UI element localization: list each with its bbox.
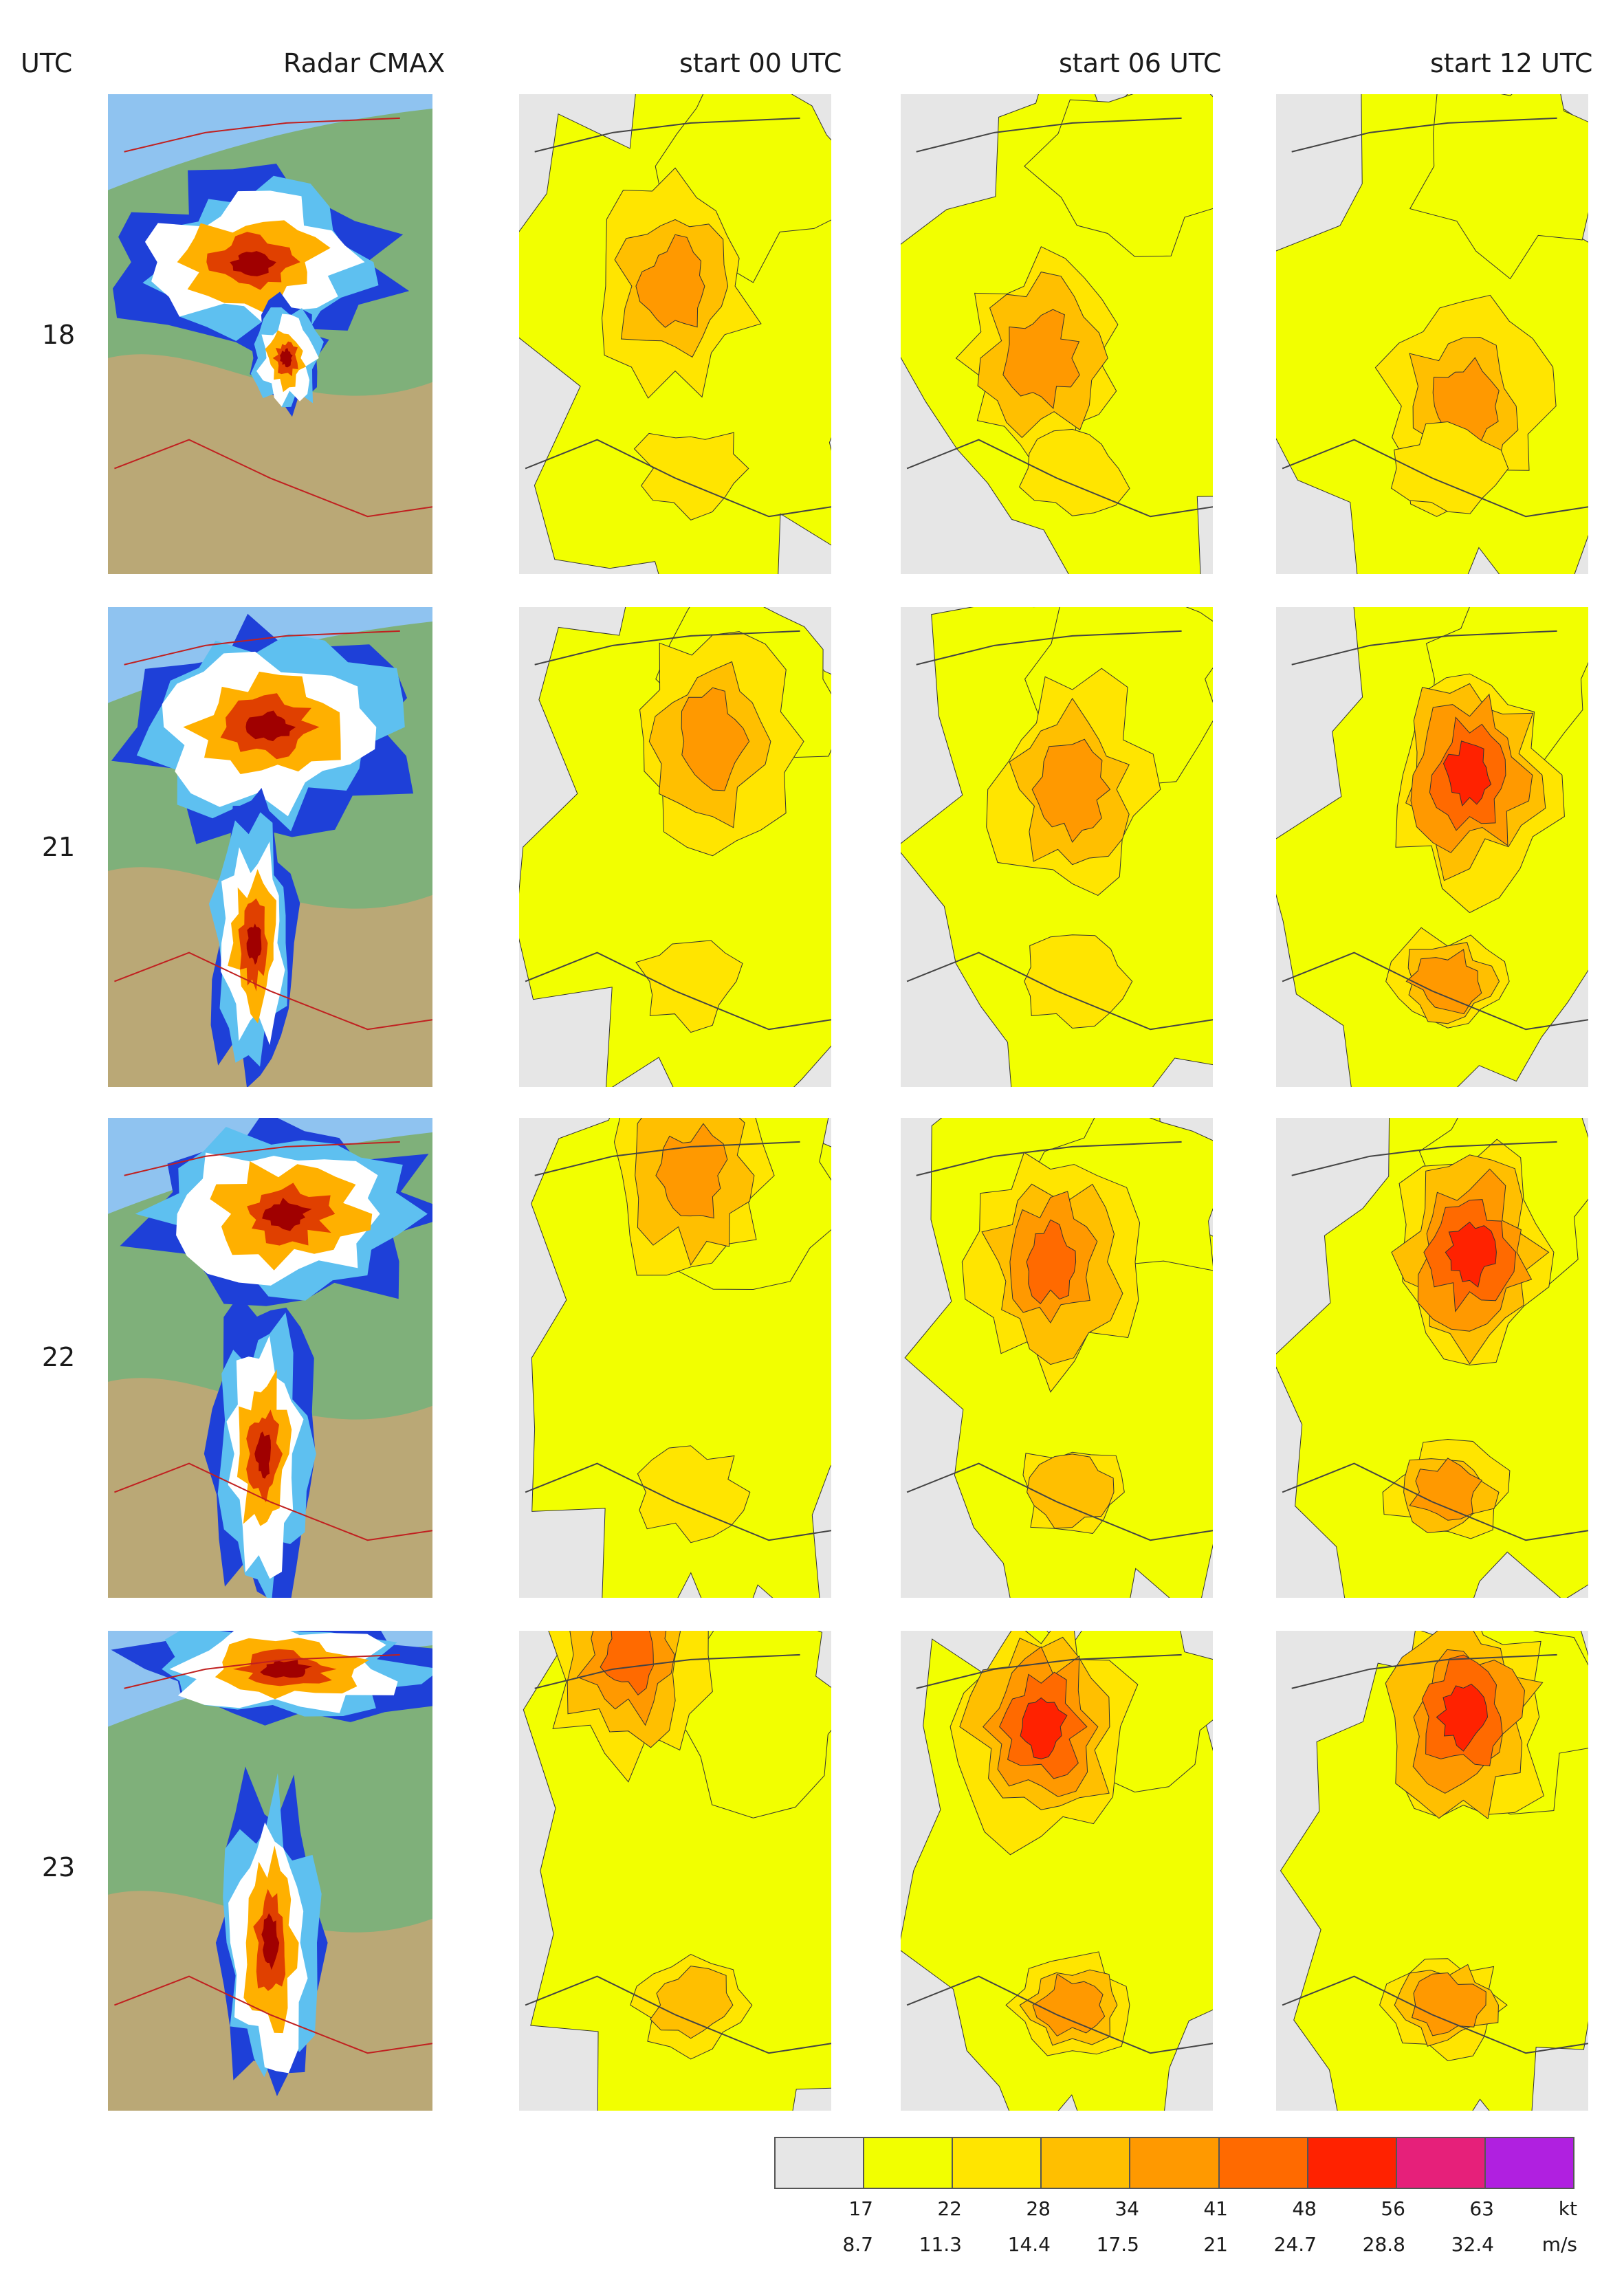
radar-cmax-header: Radar CMAX xyxy=(283,48,446,78)
legend-kt-1: 22 xyxy=(937,2197,962,2220)
wind-gust-legend-bar xyxy=(774,2137,1574,2189)
gust-forecast-map-start00-18 xyxy=(519,94,831,574)
legend-swatch-6 xyxy=(1308,2138,1397,2188)
legend-swatch-5 xyxy=(1219,2138,1308,2188)
legend-swatch-0 xyxy=(776,2138,865,2188)
legend-swatch-4 xyxy=(1130,2138,1220,2188)
legend-kt-3: 34 xyxy=(1115,2197,1139,2220)
legend-swatch-8 xyxy=(1485,2138,1573,2188)
legend-kt-5: 48 xyxy=(1292,2197,1317,2220)
gust-forecast-map-start06-18 xyxy=(901,94,1213,574)
legend-ms-unit: m/s xyxy=(1541,2233,1577,2256)
gust-forecast-map-start06-22 xyxy=(901,1118,1213,1598)
legend-ms-2: 14.4 xyxy=(1007,2233,1051,2256)
row-label-18: 18 xyxy=(41,320,76,350)
gust-forecast-map-start00-23 xyxy=(519,1631,831,2111)
row-label-21: 21 xyxy=(41,832,76,862)
start-12-header: start 12 UTC xyxy=(1430,48,1593,78)
legend-kt-4: 41 xyxy=(1203,2197,1228,2220)
start-06-header: start 06 UTC xyxy=(1059,48,1222,78)
legend-ms-0: 8.7 xyxy=(842,2233,873,2256)
legend-kt-0: 17 xyxy=(848,2197,873,2220)
legend-ms-6: 28.8 xyxy=(1362,2233,1405,2256)
legend-swatch-7 xyxy=(1396,2138,1486,2188)
gust-forecast-map-start12-23 xyxy=(1276,1631,1588,2111)
gust-forecast-map-start06-21 xyxy=(901,607,1213,1087)
legend-swatch-3 xyxy=(1042,2138,1131,2188)
gust-forecast-map-start00-22 xyxy=(519,1118,831,1598)
radar-cmax-map-18 xyxy=(108,94,432,574)
legend-ms-1: 11.3 xyxy=(919,2233,962,2256)
legend-kt-7: 63 xyxy=(1469,2197,1494,2220)
gust-forecast-map-start06-23 xyxy=(901,1631,1213,2111)
legend-swatch-2 xyxy=(953,2138,1042,2188)
legend-swatch-1 xyxy=(864,2138,954,2188)
start-00-header: start 00 UTC xyxy=(679,48,842,78)
legend-kt-2: 28 xyxy=(1026,2197,1051,2220)
utc-header: UTC xyxy=(21,48,73,78)
legend-kt-6: 56 xyxy=(1381,2197,1405,2220)
legend-ms-7: 32.4 xyxy=(1451,2233,1494,2256)
row-label-23: 23 xyxy=(41,1852,76,1882)
gust-forecast-map-start12-22 xyxy=(1276,1118,1588,1598)
radar-cmax-map-22 xyxy=(108,1118,432,1598)
row-label-22: 22 xyxy=(41,1342,76,1372)
legend-ms-5: 24.7 xyxy=(1273,2233,1317,2256)
radar-cmax-map-23 xyxy=(108,1631,432,2111)
radar-cmax-map-21 xyxy=(108,607,432,1087)
legend-ms-4: 21 xyxy=(1203,2233,1228,2256)
legend-kt-unit: kt xyxy=(1558,2197,1577,2220)
gust-forecast-map-start00-21 xyxy=(519,607,831,1087)
gust-forecast-map-start12-18 xyxy=(1276,94,1588,574)
gust-forecast-map-start12-21 xyxy=(1276,607,1588,1087)
legend-ms-3: 17.5 xyxy=(1096,2233,1139,2256)
